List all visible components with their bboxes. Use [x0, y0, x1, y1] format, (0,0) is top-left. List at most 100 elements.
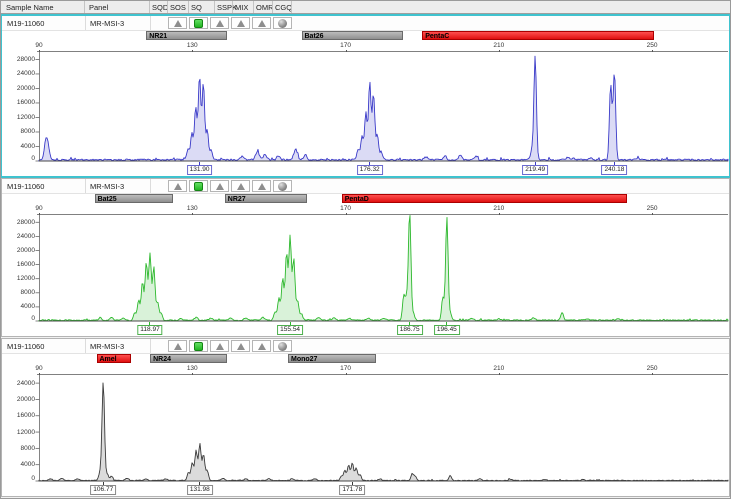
- electropherogram-plot[interactable]: 0 4000 8000 12000 16000 20000 24000: [2, 375, 729, 482]
- column-divider: [232, 1, 233, 13]
- x-axis-tick-label: 170: [340, 365, 351, 372]
- triangle-icon: [173, 182, 182, 190]
- x-axis-line: [37, 51, 728, 52]
- marker-nr27[interactable]: NR27: [224, 194, 308, 203]
- x-axis-tick-label: 130: [186, 205, 198, 212]
- peak-label-row: 131.90 176.32 219.49 240.18: [2, 162, 729, 176]
- flag-cell-sos[interactable]: [168, 180, 187, 192]
- marker-pentac[interactable]: PentaC: [422, 31, 654, 40]
- flag-cell-cgq[interactable]: [273, 340, 292, 352]
- peak-size-label[interactable]: 176.32: [356, 165, 383, 175]
- column-divider: [150, 179, 151, 193]
- sphere-icon: [278, 341, 287, 351]
- marker-bat26[interactable]: Bat26: [301, 31, 403, 40]
- electropherogram-plot[interactable]: 0 4000 8000 12000 16000 20000 24000 28000: [2, 52, 729, 162]
- flag-cell-sos[interactable]: [168, 340, 187, 352]
- peak-size-label[interactable]: 106.77: [90, 485, 117, 495]
- panel-name: MR-MSI-3: [90, 342, 125, 351]
- peak-size-label[interactable]: 131.90: [186, 165, 213, 175]
- y-axis-tick-label: 8000: [20, 444, 35, 452]
- sample-trace-panel-green[interactable]: M19-11060 MR-MSI-3 Bat25 NR27 PentaD 90 130…: [1, 178, 730, 337]
- peak-size-label[interactable]: 240.18: [601, 165, 628, 175]
- peak-label-connector: [613, 162, 615, 165]
- peak-size-label[interactable]: 118.97: [137, 325, 163, 335]
- flag-cell-cgq[interactable]: [273, 17, 292, 29]
- x-axis: 90 130 170 210 250: [2, 365, 729, 377]
- sample-info-row[interactable]: M19-11060 MR-MSI-3: [2, 16, 729, 31]
- sample-name: M19-11060: [7, 182, 45, 191]
- y-axis-tick-label: 8000: [20, 289, 35, 297]
- triangle-icon: [236, 182, 245, 190]
- marker-nr21[interactable]: NR21: [146, 31, 227, 40]
- flag-cell-sq[interactable]: [189, 340, 208, 352]
- flag-cell-omr[interactable]: [252, 340, 271, 352]
- peak-size-label[interactable]: 219.49: [522, 165, 549, 175]
- electropherogram-plot[interactable]: 0 4000 8000 12000 16000 20000 24000 28000: [2, 215, 729, 322]
- peak-label-row: 118.97 155.54 186.75 196.45: [2, 322, 729, 336]
- peak-label-connector: [149, 322, 151, 325]
- flag-cell-mix[interactable]: [231, 340, 250, 352]
- x-axis: 90 130 170 210 250: [2, 205, 729, 217]
- x-axis-tick-label: 210: [493, 42, 505, 49]
- flag-cell-sq[interactable]: [189, 17, 208, 29]
- triangle-icon: [215, 19, 224, 27]
- sample-info-row[interactable]: M19-11060 MR-MSI-3: [2, 179, 729, 194]
- flag-cell-sspk[interactable]: [210, 180, 229, 192]
- flag-cell-sspk[interactable]: [210, 340, 229, 352]
- peak-size-label[interactable]: 186.75: [396, 325, 423, 335]
- marker-bat25[interactable]: Bat25: [94, 194, 174, 203]
- marker-amel[interactable]: Amel: [96, 354, 131, 363]
- flag-cell-omr[interactable]: [252, 180, 271, 192]
- peak-label-connector: [446, 322, 448, 325]
- y-axis-tick-label: 12000: [16, 113, 35, 121]
- sample-trace-panel-blue[interactable]: M19-11060 MR-MSI-3 NR21 Bat26 PentaC 90 130…: [1, 14, 730, 178]
- peak-size-label[interactable]: 196.45: [433, 325, 460, 335]
- column-header-sspk: SSPK: [217, 3, 238, 12]
- marker-pentad[interactable]: PentaD: [341, 194, 628, 203]
- peak-size-label[interactable]: 155.54: [277, 325, 304, 335]
- flag-cell-omr[interactable]: [252, 17, 271, 29]
- peak-size-label[interactable]: 131.98: [186, 485, 213, 495]
- y-axis-tick-label: 4000: [20, 142, 35, 150]
- dye-trace-black: [38, 382, 729, 482]
- sample-trace-panel-black[interactable]: M19-11060 MR-MSI-3 Amel NR24 Mono27 90 130 1…: [1, 338, 730, 497]
- flag-cell-mix[interactable]: [231, 17, 250, 29]
- flag-cell-mix[interactable]: [231, 180, 250, 192]
- peak-label-connector: [199, 482, 201, 485]
- green-square-icon: [194, 341, 203, 351]
- y-axis-tick-label: 24000: [16, 232, 35, 240]
- peak-label-connector: [102, 482, 104, 485]
- column-divider: [84, 1, 85, 13]
- green-square-icon: [194, 18, 203, 28]
- column-divider: [85, 339, 86, 353]
- column-divider: [167, 1, 168, 13]
- flag-cell-sos[interactable]: [168, 17, 187, 29]
- peak-label-connector: [351, 482, 353, 485]
- sample-info-row[interactable]: M19-11060 MR-MSI-3: [2, 339, 729, 354]
- green-square-icon: [194, 181, 203, 191]
- triangle-icon: [215, 342, 224, 350]
- peak-label-connector: [534, 162, 536, 165]
- y-axis-tick-label: 28000: [16, 55, 35, 63]
- triangle-icon: [257, 342, 266, 350]
- peak-label-connector: [409, 322, 411, 325]
- flag-cell-sq[interactable]: [189, 180, 208, 192]
- panel-name: MR-MSI-3: [90, 182, 125, 191]
- y-axis-tick-label: 0: [31, 315, 35, 322]
- marker-nr24[interactable]: NR24: [150, 354, 227, 363]
- marker-bar-row: Amel NR24 Mono27: [2, 354, 729, 365]
- peak-size-label[interactable]: 171.78: [339, 485, 366, 495]
- marker-mono27[interactable]: Mono27: [288, 354, 377, 363]
- x-axis-tick-label: 170: [340, 42, 351, 49]
- triangle-icon: [173, 19, 182, 27]
- x-axis-line: [37, 374, 728, 375]
- quality-flags: [152, 340, 292, 352]
- column-header-cgq: CGQ: [275, 3, 293, 12]
- peak-label-connector: [199, 162, 201, 165]
- y-axis-tick-label: 16000: [16, 99, 35, 107]
- flag-cell-cgq[interactable]: [273, 180, 292, 192]
- triangle-icon: [257, 182, 266, 190]
- y-axis-tick-label: 28000: [16, 218, 35, 226]
- flag-cell-sspk[interactable]: [210, 17, 229, 29]
- y-axis-tick-label: 24000: [16, 70, 35, 78]
